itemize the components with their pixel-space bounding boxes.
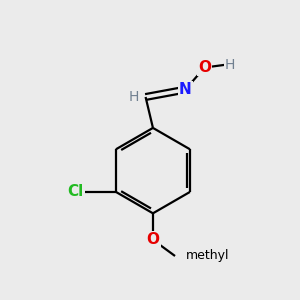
Text: N: N: [179, 82, 192, 97]
Text: H: H: [129, 90, 139, 104]
Text: O: O: [198, 60, 211, 75]
Text: Cl: Cl: [67, 184, 84, 200]
Text: methyl: methyl: [186, 250, 230, 262]
Text: O: O: [146, 232, 159, 247]
Text: H: H: [225, 58, 235, 72]
